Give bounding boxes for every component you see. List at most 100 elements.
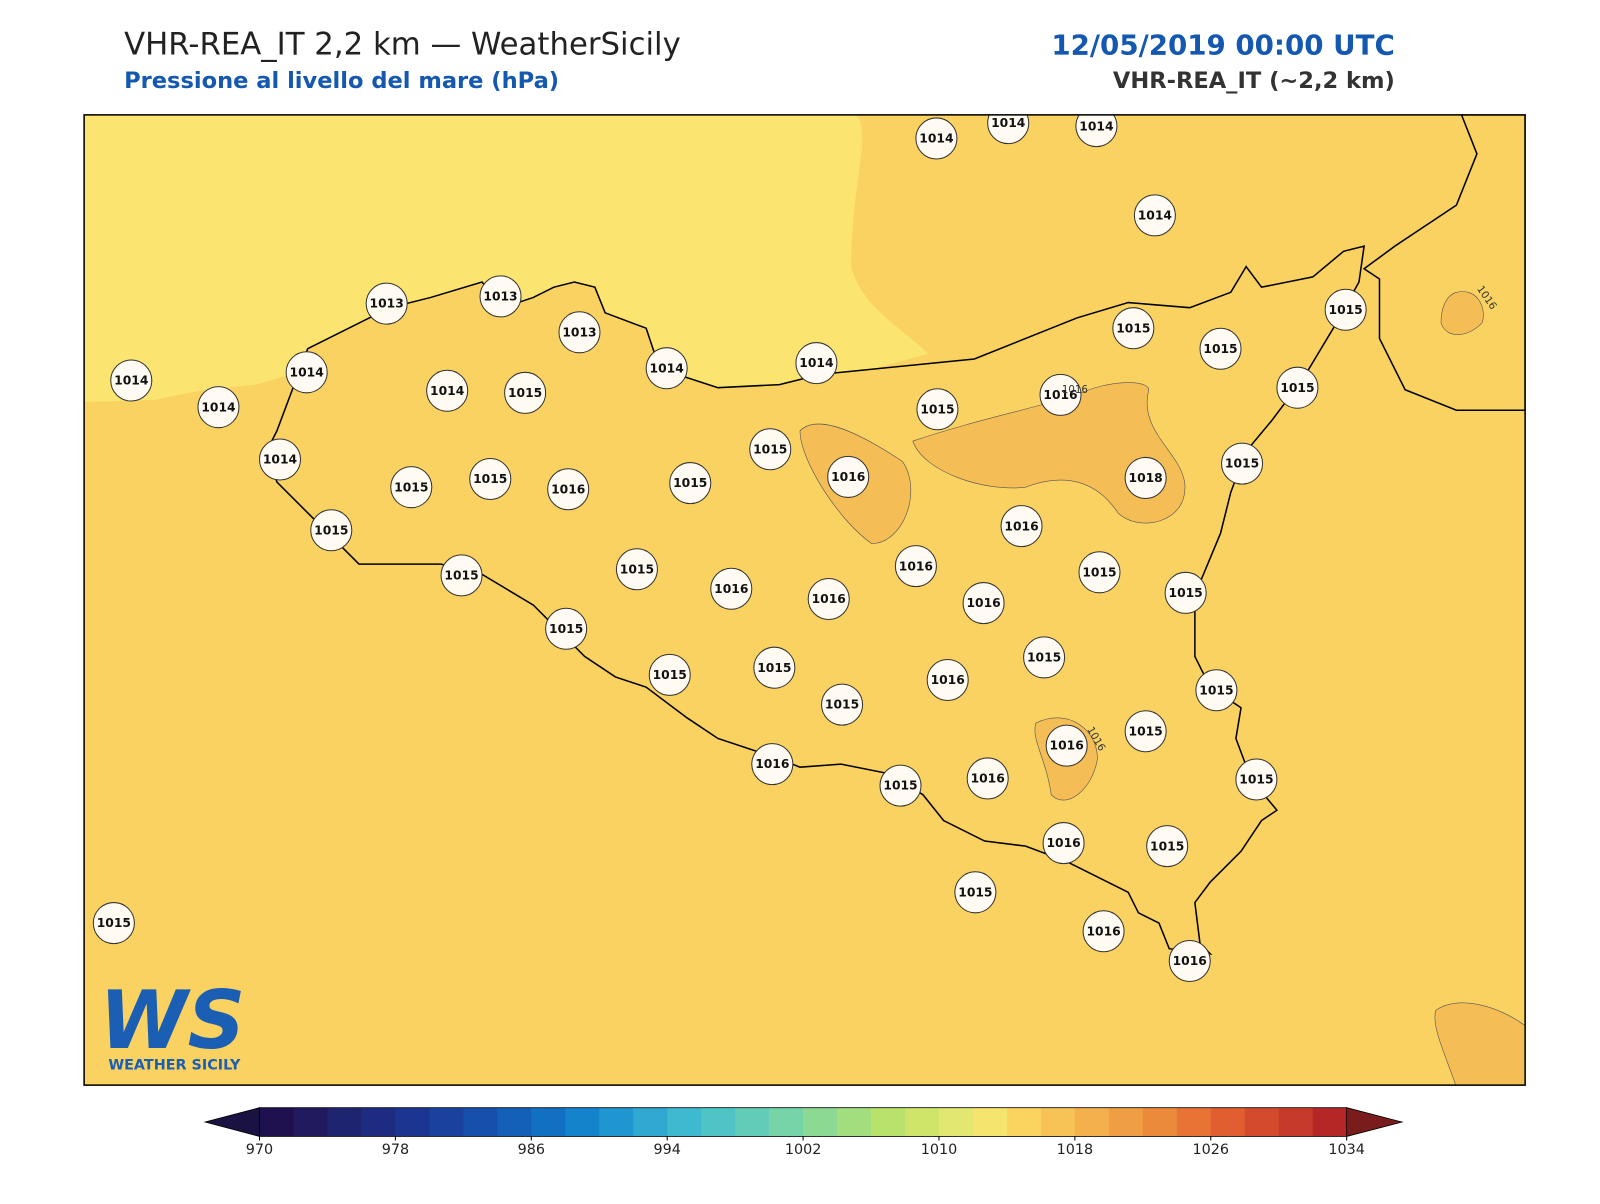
colorbar-bin	[905, 1107, 940, 1137]
station-label: 1015	[1116, 321, 1150, 335]
station-label: 1013	[562, 325, 596, 339]
colorbar-bin	[429, 1107, 464, 1137]
station-label: 1015	[757, 661, 791, 675]
station-label: 1015	[753, 442, 787, 456]
map-frame	[83, 114, 1526, 1086]
colorbar-bin	[1006, 1107, 1042, 1137]
station-marker	[1199, 327, 1242, 370]
station-label: 1013	[370, 297, 404, 311]
station-label: 1015	[1225, 457, 1259, 471]
colorbar-bin	[1142, 1107, 1178, 1137]
station-marker	[479, 275, 522, 318]
station-marker	[545, 607, 588, 650]
station-marker	[795, 342, 838, 385]
station-marker	[390, 466, 433, 509]
station-marker	[821, 683, 864, 726]
station-marker	[966, 757, 1009, 800]
station-marker	[1133, 194, 1176, 237]
station-label: 1015	[314, 523, 348, 537]
station-label: 1016	[755, 757, 789, 771]
station-marker	[1000, 505, 1043, 548]
station-marker	[1042, 822, 1085, 865]
station-marker	[1124, 456, 1167, 499]
station-label: 1015	[444, 568, 478, 582]
station-label: 1014	[799, 356, 833, 370]
colorbar-tick-label: 970	[246, 1142, 273, 1158]
station-marker	[987, 114, 1030, 145]
station-marker	[1146, 825, 1189, 868]
station-marker	[1235, 758, 1278, 801]
station-marker	[426, 369, 469, 412]
colorbar-bin	[667, 1107, 702, 1137]
station-label: 1014	[650, 361, 684, 375]
colorbar-bin	[633, 1107, 668, 1137]
colorbar-tick-label: 1010	[921, 1142, 958, 1158]
station-marker	[962, 582, 1005, 625]
colorbar-bin	[463, 1107, 498, 1137]
date: 12/05/2019 00:00 UTC	[1051, 28, 1394, 61]
station-marker	[92, 902, 135, 945]
colorbar-bin	[1176, 1107, 1212, 1137]
station-label: 1018	[1129, 471, 1163, 485]
station-label: 1014	[290, 365, 324, 379]
station-label: 1014	[201, 400, 235, 414]
station-marker	[648, 653, 691, 696]
station-label: 1016	[971, 772, 1005, 786]
station-marker	[1324, 288, 1367, 331]
station-marker	[197, 386, 240, 429]
station-label: 1016	[1043, 388, 1077, 402]
colorbar-bin	[531, 1107, 566, 1137]
colorbar-tick-label: 986	[518, 1142, 545, 1158]
station-marker	[1276, 366, 1319, 409]
colorbar-bin	[395, 1107, 430, 1137]
station-marker	[285, 351, 328, 394]
station-marker	[365, 282, 408, 325]
colorbar-tick-label: 1018	[1057, 1142, 1094, 1158]
station-marker	[504, 371, 547, 414]
station-marker	[310, 509, 353, 552]
station-marker	[440, 554, 483, 597]
station-marker	[915, 117, 958, 160]
station-label: 1016	[1046, 836, 1080, 850]
station-label: 1014	[263, 453, 297, 467]
colorbar-bin	[871, 1107, 906, 1137]
subtitle: Pressione al livello del mare (hPa)	[124, 68, 559, 94]
colorbar-bin	[293, 1107, 328, 1137]
station-marker	[1023, 636, 1066, 679]
station-marker	[669, 462, 712, 505]
colorbar-bin	[361, 1107, 396, 1137]
logo-text: WEATHER SICILY	[108, 1058, 241, 1074]
colorbar-bin	[938, 1107, 974, 1137]
station-marker	[110, 359, 153, 402]
station-label: 1015	[825, 698, 859, 712]
station-marker	[894, 545, 937, 588]
station-label: 1016	[551, 482, 585, 496]
station-label: 1016	[966, 596, 1000, 610]
station-marker	[1221, 442, 1264, 485]
station-marker	[807, 577, 850, 620]
colorbar-bin	[701, 1107, 736, 1137]
colorbar-bin	[837, 1107, 872, 1137]
title: VHR-REA_IT 2,2 km — WeatherSicily	[124, 26, 681, 62]
station-label: 1015	[508, 386, 542, 400]
station-label: 1015	[1150, 839, 1184, 853]
station-marker	[1164, 571, 1207, 614]
station-label: 1015	[1169, 586, 1203, 600]
station-marker	[1195, 669, 1238, 712]
colorbar-tick-label: 978	[382, 1142, 409, 1158]
colorbar-bin	[259, 1107, 294, 1137]
station-marker	[1082, 910, 1125, 953]
station-label: 1015	[920, 402, 954, 416]
station-marker	[916, 388, 959, 431]
station-marker	[1112, 307, 1155, 350]
colorbar-tick-label: 994	[653, 1142, 680, 1158]
colorbar-tick-label: 1026	[1193, 1142, 1230, 1158]
colorbar-tick-label: 1002	[785, 1142, 822, 1158]
high-pressure-zone	[1034, 291, 1526, 1086]
station-label: 1014	[430, 384, 464, 398]
station-marker	[954, 871, 997, 914]
logo-mark: WS	[99, 974, 245, 1067]
station-label: 1015	[958, 885, 992, 899]
colorbar-bin	[1244, 1107, 1280, 1137]
station-marker	[710, 567, 753, 610]
